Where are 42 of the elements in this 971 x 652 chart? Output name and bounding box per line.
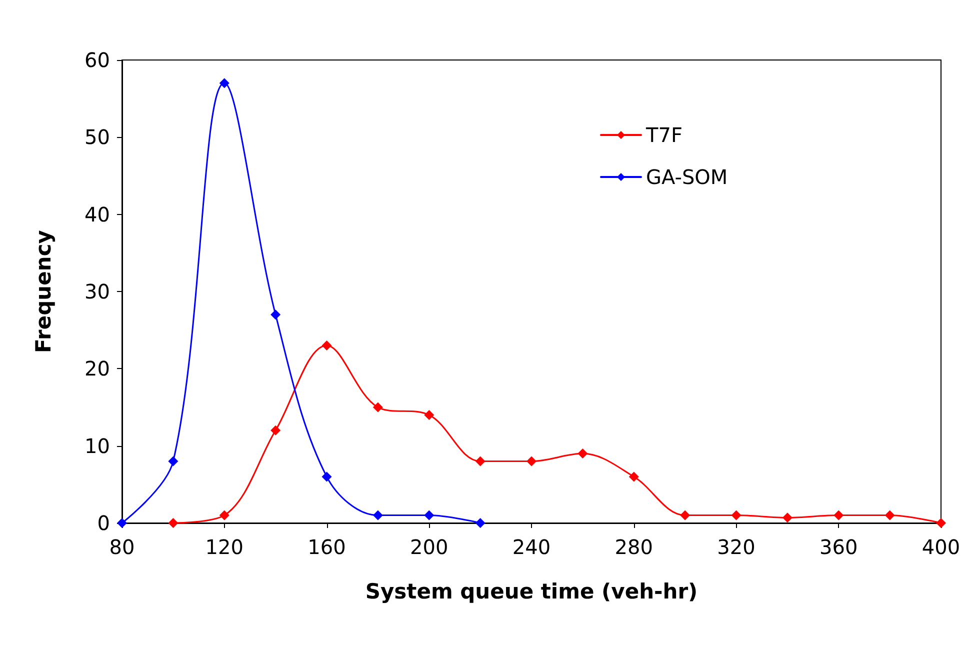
y-tick-label: 50 — [84, 125, 110, 150]
point — [270, 310, 281, 320]
y-tick-label: 40 — [84, 202, 110, 226]
point — [475, 518, 486, 528]
point — [219, 510, 230, 520]
point — [270, 425, 281, 436]
x-tick-label: 120 — [205, 535, 244, 559]
point — [322, 472, 332, 482]
x-tick-label: 80 — [109, 535, 135, 559]
point — [424, 510, 434, 520]
point — [475, 456, 486, 466]
x-tick-label: 320 — [717, 535, 756, 559]
point — [168, 518, 178, 528]
x-tick-label: 200 — [410, 535, 448, 559]
point — [168, 456, 178, 466]
y-tick-label: 10 — [84, 434, 110, 458]
legend-label: GA-SOM — [646, 165, 728, 189]
legend-label: T7F — [645, 123, 682, 147]
x-tick-label: 360 — [820, 535, 858, 559]
point — [526, 456, 536, 466]
point — [680, 510, 690, 520]
point — [578, 448, 588, 459]
y-tick-label: 20 — [84, 356, 110, 381]
y-axis-title: Frequency — [32, 230, 56, 353]
point — [219, 78, 230, 88]
point — [628, 472, 639, 482]
point — [424, 410, 434, 420]
point — [372, 510, 383, 520]
point — [372, 402, 383, 412]
y-tick-label: 30 — [84, 280, 110, 304]
x-tick-label: 240 — [512, 535, 551, 559]
point — [322, 340, 332, 351]
x-tick-label: 400 — [922, 535, 960, 559]
point — [834, 510, 844, 520]
x-axis-title: System queue time (veh-hr) — [365, 580, 698, 604]
x-tick-label: 280 — [614, 535, 653, 559]
point — [731, 510, 742, 520]
point — [884, 510, 895, 520]
x-tick-label: 160 — [308, 535, 346, 559]
y-tick-label: 0 — [97, 511, 110, 535]
point — [782, 512, 792, 523]
y-tick-label: 60 — [84, 48, 110, 72]
